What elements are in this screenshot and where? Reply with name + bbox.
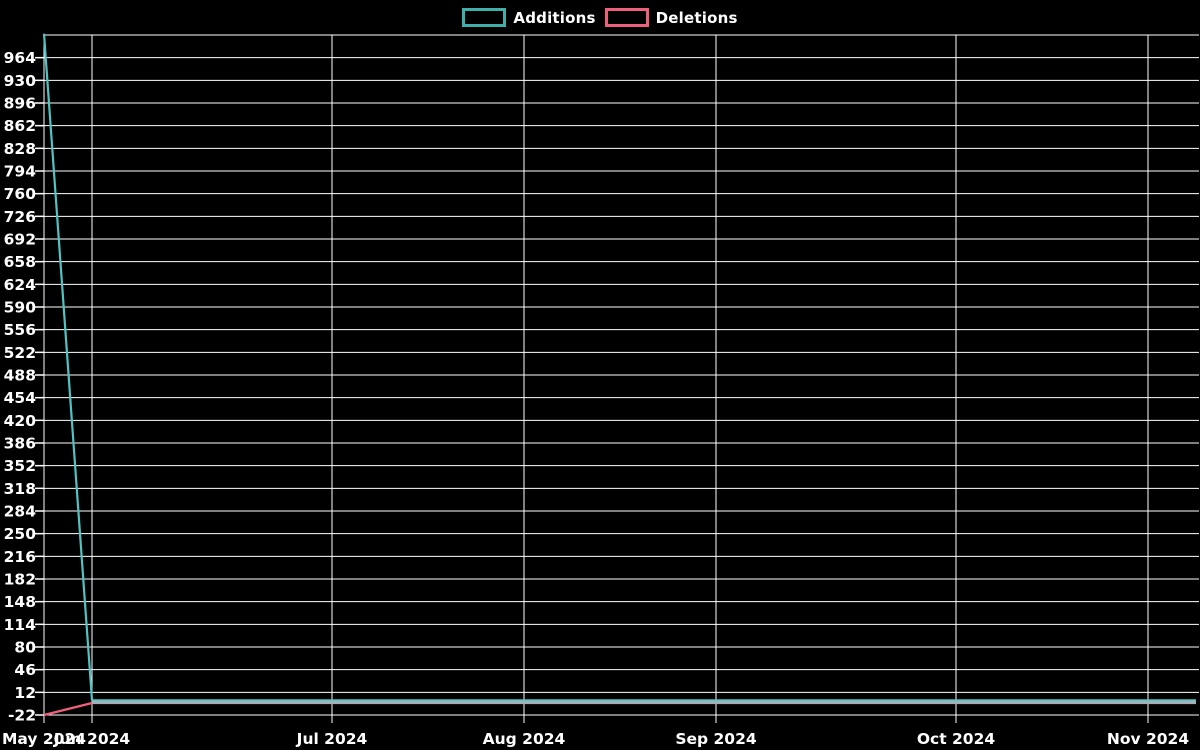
y-tick-label: 828 bbox=[4, 140, 36, 158]
y-tick-label: -22 bbox=[8, 707, 36, 725]
y-tick-label: 760 bbox=[4, 185, 37, 203]
y-tick-label: 114 bbox=[4, 616, 37, 634]
y-tick-label: 148 bbox=[4, 593, 36, 611]
y-tick-label: 794 bbox=[4, 163, 37, 181]
y-tick-label: 216 bbox=[4, 548, 36, 566]
additions-swatch bbox=[462, 8, 507, 27]
y-tick-label: 250 bbox=[4, 525, 37, 543]
y-tick-label: 318 bbox=[4, 480, 36, 498]
y-tick-label: 284 bbox=[4, 503, 37, 521]
y-tick-label: 488 bbox=[4, 367, 36, 385]
x-tick-label: Oct 2024 bbox=[917, 730, 996, 748]
legend: Additions Deletions bbox=[0, 8, 1200, 27]
y-tick-label: 590 bbox=[4, 299, 37, 317]
legend-item-deletions: Deletions bbox=[604, 8, 738, 27]
y-tick-label: 454 bbox=[4, 389, 37, 407]
legend-item-additions: Additions bbox=[462, 8, 595, 27]
y-tick-label: 352 bbox=[4, 457, 36, 475]
x-tick-label: Jun 2024 bbox=[53, 730, 131, 748]
y-tick-label: 692 bbox=[4, 231, 36, 249]
y-tick-label: 80 bbox=[14, 639, 36, 657]
deletions-line bbox=[43, 701, 1196, 717]
y-tick-label: 386 bbox=[4, 435, 36, 453]
y-tick-label: 182 bbox=[4, 571, 36, 589]
x-tick-label: Aug 2024 bbox=[483, 730, 566, 748]
y-tick-label: 556 bbox=[4, 321, 36, 339]
y-tick-label: 624 bbox=[4, 276, 37, 294]
additions-legend-label: Additions bbox=[513, 8, 596, 27]
x-tick-label: May 2024 bbox=[2, 730, 86, 748]
y-tick-label: 896 bbox=[4, 95, 36, 113]
y-tick-label: 658 bbox=[4, 253, 36, 271]
y-tick-label: 522 bbox=[4, 344, 36, 362]
y-tick-label: 964 bbox=[4, 49, 37, 67]
y-tick-label: 930 bbox=[4, 72, 37, 90]
x-tick-label: Nov 2024 bbox=[1107, 730, 1189, 748]
x-tick-label: Sep 2024 bbox=[675, 730, 757, 748]
additions-line bbox=[42, 33, 1196, 702]
y-tick-label: 46 bbox=[14, 661, 36, 679]
y-tick-label: 726 bbox=[4, 208, 36, 226]
deletions-legend-label: Deletions bbox=[655, 8, 738, 27]
deletions-swatch bbox=[604, 8, 649, 27]
y-tick-label: 12 bbox=[14, 684, 36, 702]
x-tick-label: Jul 2024 bbox=[296, 730, 368, 748]
y-tick-label: 862 bbox=[4, 117, 36, 135]
y-tick-label: 420 bbox=[4, 412, 37, 430]
y-grid-group: 964 930 896 862 828 794 760 726 692 658 624 590 556 5… bbox=[4, 34, 1199, 725]
